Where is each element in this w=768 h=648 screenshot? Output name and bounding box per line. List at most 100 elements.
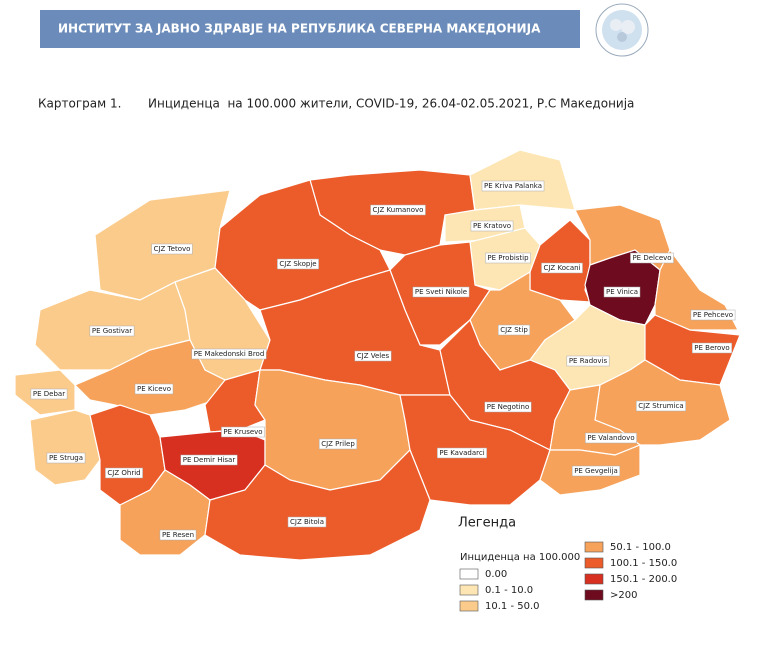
region-label: PE Radovis: [566, 355, 610, 367]
region-name: PE Gevgelija: [574, 467, 618, 475]
label-box: [46, 452, 86, 464]
label-box: [221, 426, 265, 438]
label-box: [437, 447, 487, 459]
label-box: [497, 324, 531, 336]
region-name: PE Kicevo: [137, 385, 171, 393]
label-box: [105, 467, 143, 479]
region: [204, 448, 431, 561]
label-box: [484, 401, 532, 413]
legend: Легенда Инциденца на 100.000 0.00 0.1 - 1…: [458, 516, 677, 613]
header-bar: [40, 10, 580, 48]
region: [29, 409, 101, 486]
region-label: CJZ Strumica: [636, 400, 686, 412]
label-box: [159, 529, 197, 541]
legend-title: Легенда: [458, 516, 516, 531]
legend-label: 150.1 - 200.0: [610, 574, 677, 585]
legend-label: >200: [610, 590, 637, 601]
region-name: PE Radovis: [569, 357, 608, 365]
label-box: [470, 220, 514, 232]
region-name: PE Kriva Palanka: [484, 182, 542, 190]
region-name: CJZ Kocani: [543, 264, 580, 272]
region-label: CJZ Bitola: [287, 516, 327, 528]
region-name: CJZ Skopje: [279, 260, 316, 268]
label-box: [30, 388, 68, 400]
legend-label: 100.1 - 150.0: [610, 558, 677, 569]
region-label: PE Sveti Nikole: [412, 286, 470, 298]
label-box: [89, 325, 135, 337]
label-box: [412, 286, 470, 298]
region-name: PE Pehcevo: [693, 311, 733, 319]
region-name: PE Gostivar: [92, 327, 132, 335]
legend-label: 10.1 - 50.0: [485, 601, 540, 612]
caption-text: Инциденца на 100.000 жители, COVID-19, 2…: [148, 97, 634, 111]
legend-swatch: [584, 557, 604, 569]
region-name: CJZ Bitola: [290, 518, 324, 526]
region-label: CJZ Kumanovo: [370, 204, 426, 216]
region-name: PE Kratovo: [473, 222, 511, 230]
region: [529, 219, 591, 303]
region-label: PE Negotino: [484, 401, 532, 413]
region-label: PE Gevgelija: [571, 465, 621, 477]
caption-number: Картограм 1.: [38, 97, 121, 111]
label-box: [370, 204, 426, 216]
region-label: PE Makedonski Brod: [191, 348, 267, 360]
region-label: PE Krusevo: [221, 426, 265, 438]
region-label: PE Pehcevo: [690, 309, 736, 321]
logo: [595, 3, 649, 57]
label-box: [690, 309, 736, 321]
legend-swatch: [584, 589, 604, 601]
region-label: PE Vinica: [603, 286, 641, 298]
region-name: CJZ Veles: [357, 352, 390, 360]
region-name: PE Demir Hisar: [183, 456, 236, 464]
region-label: CJZ Tetovo: [151, 243, 193, 255]
legend-swatch: [584, 573, 604, 585]
region-name: PE Valandovo: [587, 434, 634, 442]
region-name: PE Vinica: [606, 288, 638, 296]
label-box: [134, 383, 174, 395]
label-box: [151, 243, 193, 255]
label-box: [571, 465, 621, 477]
label-box: [287, 516, 327, 528]
region-label: PE Kavadarci: [437, 447, 487, 459]
region-name: CJZ Stip: [500, 326, 528, 334]
label-box: [603, 286, 641, 298]
region-name: CJZ Kumanovo: [373, 206, 424, 214]
header-title: ИНСТИТУТ ЗА ЈАВНО ЗДРАВЈЕ НА РЕПУБЛИКА С…: [58, 22, 541, 36]
label-box: [541, 262, 583, 274]
legend-swatch: [584, 541, 604, 553]
legend-label: 0.1 - 10.0: [485, 585, 533, 596]
region: [469, 149, 576, 211]
region-label: PE Resen: [159, 529, 197, 541]
region-name: PE Resen: [162, 531, 194, 539]
region-label: CJZ Veles: [354, 350, 392, 362]
region-label: PE Kicevo: [134, 383, 174, 395]
legend-swatch: [459, 600, 479, 612]
map: CJZ Kumanovo PE Kriva Palanka PE Kratovo PE…: [14, 149, 741, 561]
region-label: PE Gostivar: [89, 325, 135, 337]
region-label: CJZ Kocani: [541, 262, 583, 274]
region-name: PE Negotino: [487, 403, 530, 411]
region-label: PE Delcevo: [630, 252, 674, 264]
legend-label: 50.1 - 100.0: [610, 542, 671, 553]
label-box: [318, 438, 358, 450]
region-label: PE Demir Hisar: [180, 454, 238, 466]
label-box: [636, 400, 686, 412]
legend-label: 0.00: [485, 569, 507, 580]
region-name: CJZ Tetovo: [154, 245, 191, 253]
label-box: [692, 342, 732, 354]
region-name: CJZ Ohrid: [107, 469, 140, 477]
region-name: PE Krusevo: [223, 428, 262, 436]
region-label: PE Struga: [46, 452, 86, 464]
label-box: [566, 355, 610, 367]
region-label: PE Berovo: [692, 342, 732, 354]
region-label: CJZ Ohrid: [105, 467, 143, 479]
region-label: PE Kriva Palanka: [481, 180, 545, 192]
label-box: [354, 350, 392, 362]
region: [73, 339, 226, 416]
label-box: [277, 258, 319, 270]
legend-swatch: [459, 568, 479, 580]
region-name: PE Makedonski Brod: [194, 350, 265, 358]
region-name: PE Kavadarci: [439, 449, 484, 457]
region-label: PE Kratovo: [470, 220, 514, 232]
region-name: PE Berovo: [694, 344, 729, 352]
